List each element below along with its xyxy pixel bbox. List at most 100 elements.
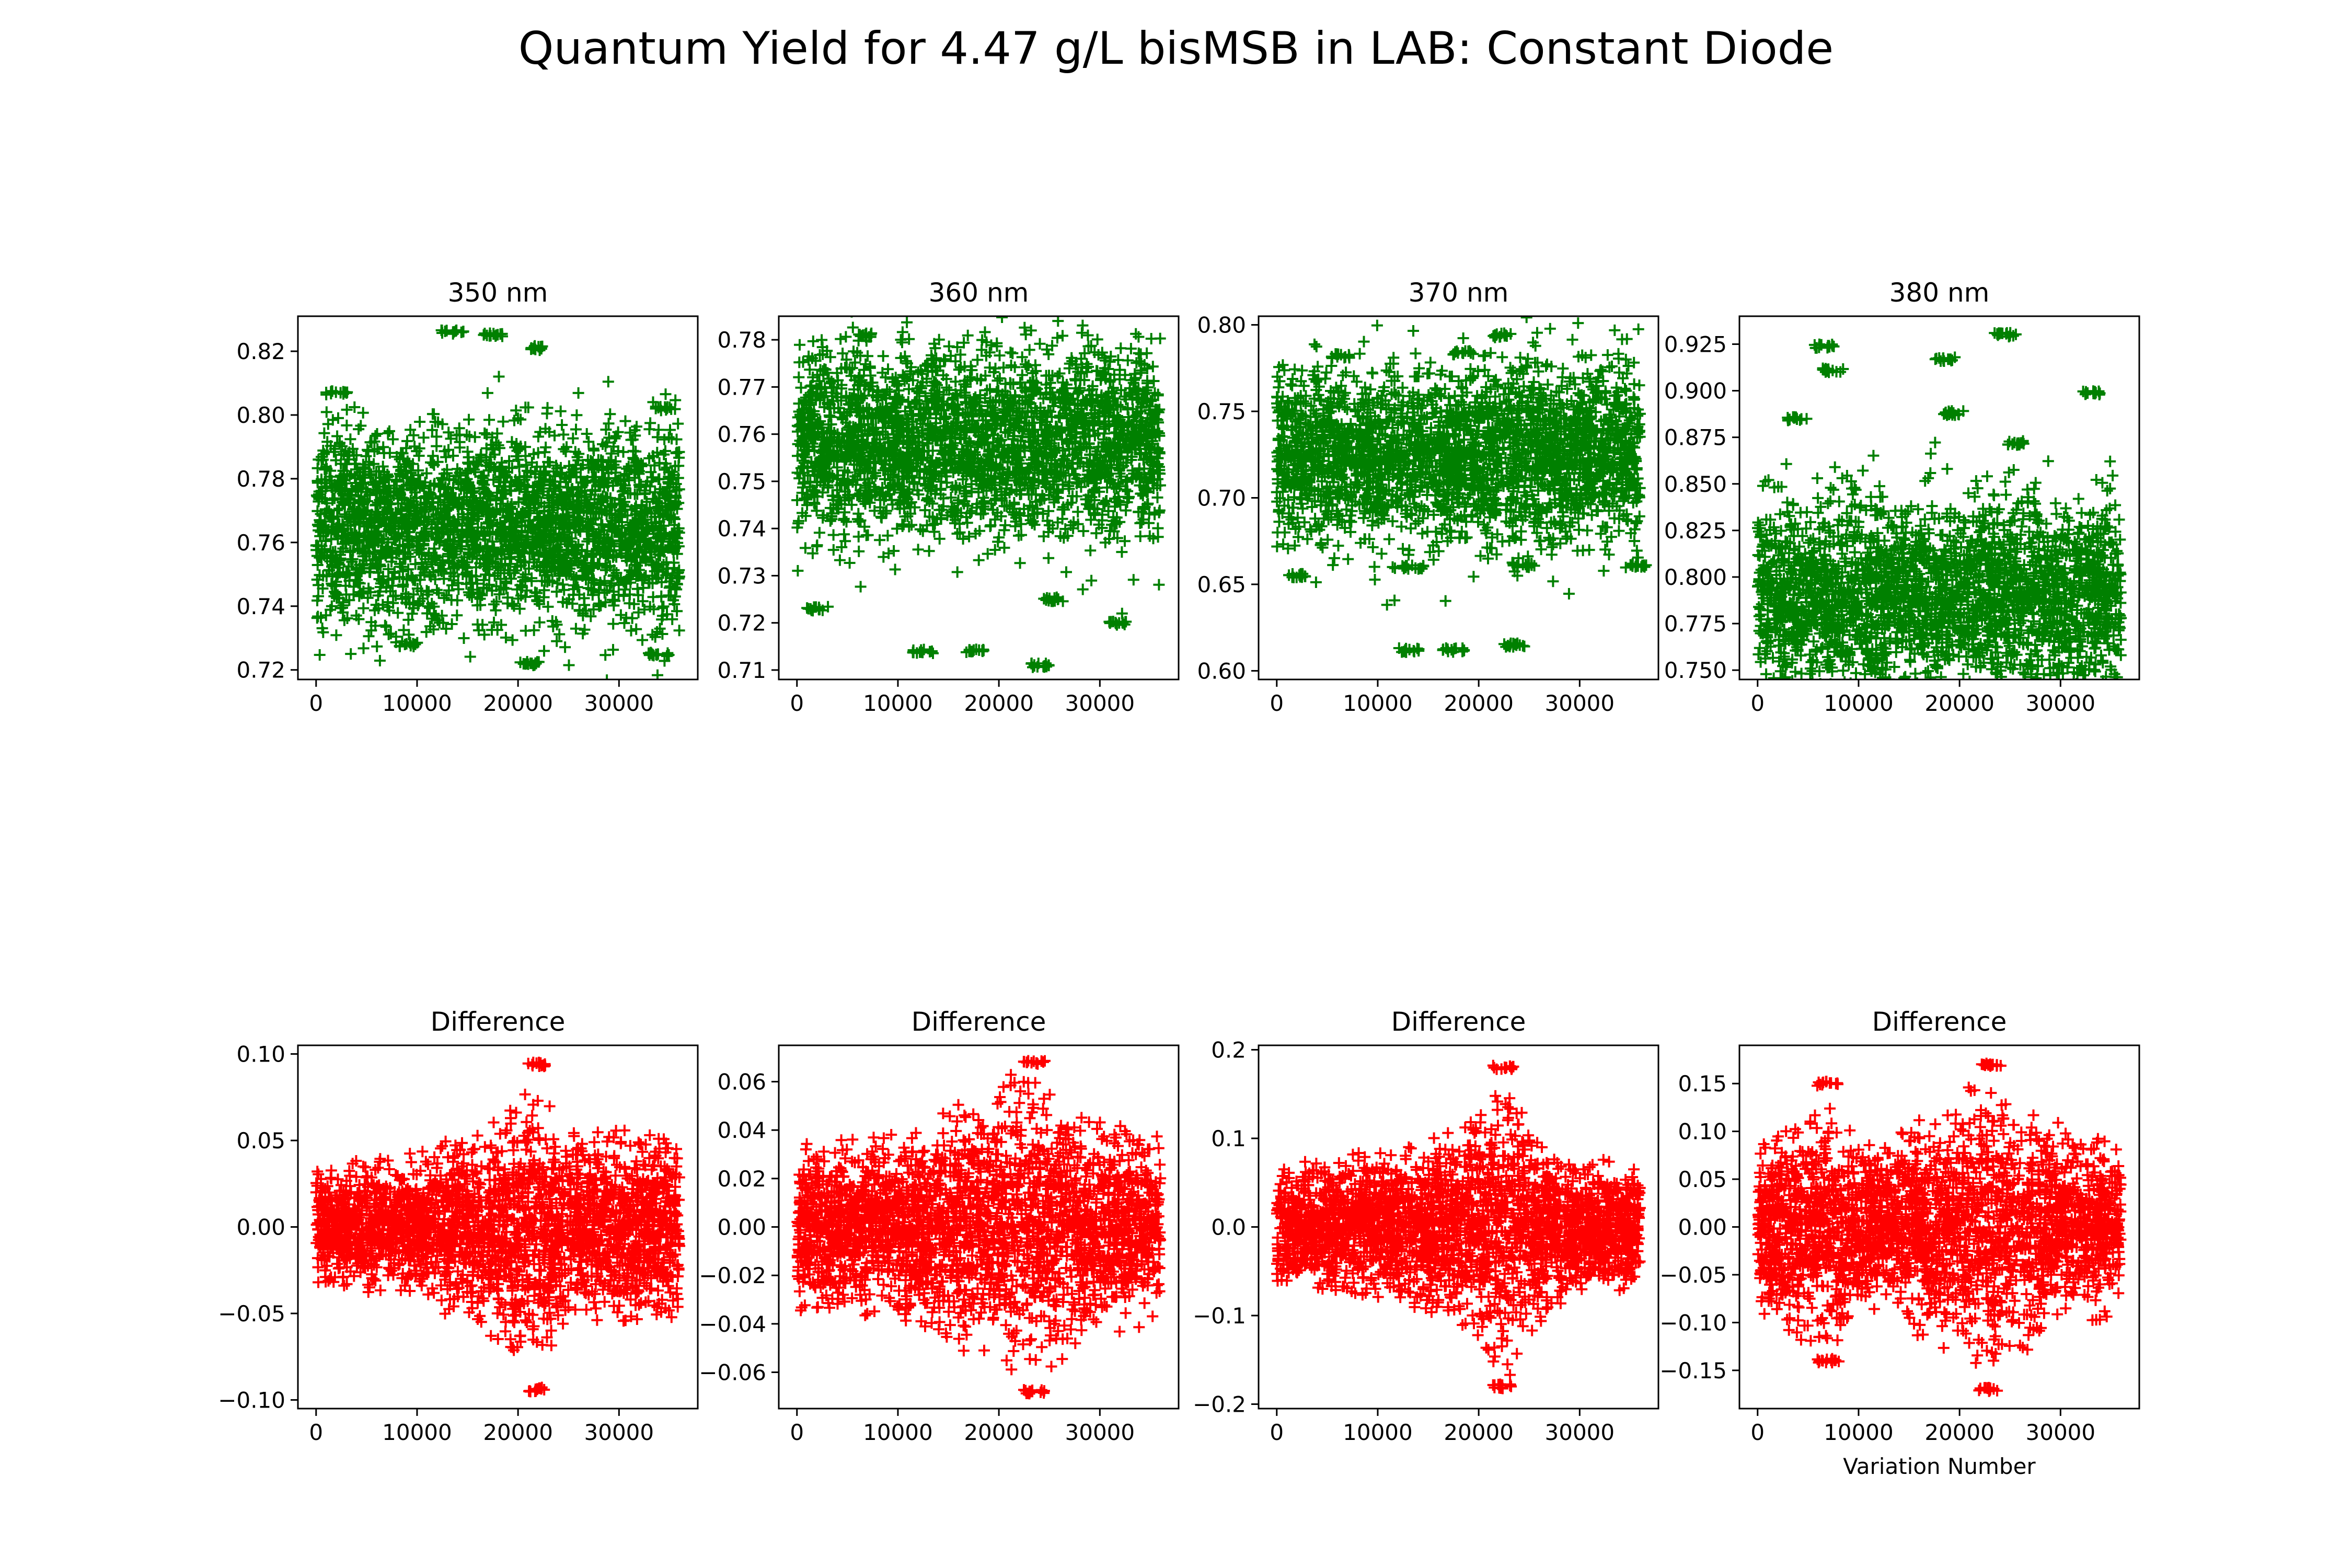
plus-markers <box>1271 1059 1646 1394</box>
y-tick-label: 0.00 <box>236 1215 285 1240</box>
y-tick-label: 0.825 <box>1664 518 1727 544</box>
y-tick-label: −0.06 <box>699 1360 766 1386</box>
plus-markers <box>1271 316 1652 658</box>
x-tick-label: 20000 <box>964 690 1034 716</box>
x-tick-label: 10000 <box>382 690 452 716</box>
y-tick-label: 0.800 <box>1664 564 1727 590</box>
y-tick-label: 0.74 <box>717 516 766 541</box>
plus-markers <box>1752 1057 2127 1397</box>
figure-title: Quantum Yield for 4.47 g/L bisMSB in LAB… <box>518 22 1834 75</box>
x-axis-label: Variation Number <box>1843 1454 2036 1479</box>
subplot-title: Difference <box>431 1007 566 1037</box>
y-tick-label: −0.10 <box>218 1387 285 1413</box>
y-tick-label: 0.750 <box>1664 658 1727 683</box>
y-tick-label: 0.76 <box>236 530 285 556</box>
x-tick-label: 20000 <box>1924 690 1994 716</box>
subplot-grid: 350 nm 0 10000 20000 30000 0.72 0.74 0.76 0.78 0.… <box>218 278 2140 1479</box>
y-tick-label: 0.70 <box>1197 486 1246 511</box>
subplot-title: Difference <box>1391 1007 1526 1037</box>
y-tick-label: 0.00 <box>1678 1215 1727 1240</box>
y-tick-label: 0.71 <box>717 658 766 683</box>
y-tick-label: −0.04 <box>699 1311 766 1337</box>
x-tick-label: 30000 <box>1065 690 1135 716</box>
x-tick-label: 10000 <box>863 690 933 716</box>
y-tick-label: −0.15 <box>1659 1358 1727 1383</box>
subplot-top-3: 380 nm 0 10000 20000 30000 0.750 0.775 0.800 0.8… <box>1664 278 2140 716</box>
x-tick-label: 20000 <box>1924 1420 1994 1445</box>
y-tick-label: −0.05 <box>1659 1262 1727 1288</box>
subplot-top-0: 350 nm 0 10000 20000 30000 0.72 0.74 0.76 0.78 0.… <box>236 278 699 716</box>
subplot-bottom-3: Difference 0 10000 20000 30000 −0.15 −0.10 −0.0… <box>1659 1007 2140 1479</box>
x-tick-label: 20000 <box>483 1420 553 1445</box>
y-tick-label: 0.925 <box>1664 331 1727 357</box>
y-tick-label: 0.65 <box>1197 572 1246 597</box>
y-tick-label: −0.2 <box>1193 1392 1246 1417</box>
y-tick-label: 0.0 <box>1211 1215 1246 1240</box>
x-tick-label: 10000 <box>863 1420 933 1445</box>
x-tick-label: 0 <box>309 690 323 716</box>
y-tick-label: −0.02 <box>699 1263 766 1288</box>
x-tick-label: 30000 <box>1065 1420 1135 1445</box>
x-tick-label: 30000 <box>584 1420 654 1445</box>
y-tick-label: 0.10 <box>1678 1119 1727 1145</box>
axes-frame <box>297 315 699 681</box>
x-tick-label: 10000 <box>1343 690 1413 716</box>
x-tick-label: 0 <box>1750 690 1765 716</box>
y-tick-label: 0.06 <box>717 1069 766 1095</box>
subplot-bottom-0: Difference 0 10000 20000 30000 −0.10 −0.05 0.00… <box>218 1007 699 1445</box>
x-tick-label: 20000 <box>1444 1420 1514 1445</box>
plus-markers <box>791 316 1166 673</box>
y-tick-label: 0.05 <box>236 1128 285 1154</box>
y-tick-label: 0.850 <box>1664 471 1727 497</box>
y-tick-label: 0.04 <box>717 1117 766 1143</box>
y-tick-label: 0.82 <box>236 339 285 364</box>
x-tick-label: 0 <box>790 1420 804 1445</box>
y-tick-label: 0.74 <box>236 594 285 619</box>
scatter-series <box>310 324 685 679</box>
y-tick-label: 0.80 <box>236 402 285 428</box>
y-tick-label: 0.78 <box>236 466 285 492</box>
scatter-series <box>1752 327 2127 679</box>
y-tick-label: −0.10 <box>1659 1310 1727 1335</box>
x-tick-label: 30000 <box>2026 690 2096 716</box>
y-tick-label: 0.75 <box>1197 399 1246 424</box>
subplot-title: 360 nm <box>929 278 1029 308</box>
x-tick-label: 10000 <box>382 1420 452 1445</box>
plus-markers <box>1752 327 2127 679</box>
x-tick-label: 10000 <box>1343 1420 1413 1445</box>
y-tick-label: 0.15 <box>1678 1071 1727 1097</box>
x-tick-label: 0 <box>309 1420 323 1445</box>
x-tick-label: 10000 <box>1824 690 1894 716</box>
scatter-series <box>310 1056 686 1398</box>
y-tick-label: 0.60 <box>1197 658 1246 684</box>
subplot-top-2: 370 nm 0 10000 20000 30000 0.60 0.65 0.70 0.75 0.… <box>1197 278 1659 716</box>
subplot-title: Difference <box>1872 1007 2007 1037</box>
subplot-top-1: 360 nm 0 10000 20000 30000 0.71 0.72 0.73 0.74 0.… <box>717 278 1180 716</box>
x-tick-label: 30000 <box>2026 1420 2096 1445</box>
subplot-title: 370 nm <box>1409 278 1509 308</box>
axes-frame <box>778 315 1180 681</box>
axes-frame <box>1738 315 2140 681</box>
x-tick-label: 30000 <box>1545 690 1615 716</box>
y-tick-label: 0.80 <box>1197 313 1246 338</box>
y-tick-label: 0.76 <box>717 422 766 447</box>
y-tick-label: −0.1 <box>1193 1303 1246 1329</box>
x-tick-label: 0 <box>1270 690 1284 716</box>
y-tick-label: 0.900 <box>1664 378 1727 404</box>
x-tick-label: 20000 <box>483 690 553 716</box>
y-tick-label: 0.78 <box>717 327 766 353</box>
scatter-series <box>1271 1059 1646 1394</box>
y-tick-label: 0.75 <box>717 469 766 494</box>
plus-markers <box>791 1055 1167 1400</box>
y-tick-label: 0.02 <box>717 1166 766 1192</box>
x-tick-label: 0 <box>1270 1420 1284 1445</box>
y-tick-label: 0.05 <box>1678 1167 1727 1192</box>
subplot-title: 350 nm <box>448 278 548 308</box>
y-tick-label: 0.77 <box>717 374 766 400</box>
scatter-series <box>791 316 1166 673</box>
scatter-series <box>1271 316 1652 658</box>
y-tick-label: 0.72 <box>717 610 766 636</box>
y-tick-label: 0.00 <box>717 1215 766 1240</box>
subplot-bottom-2: Difference 0 10000 20000 30000 −0.2 −0.1 0.0 0.1… <box>1193 1007 1659 1445</box>
